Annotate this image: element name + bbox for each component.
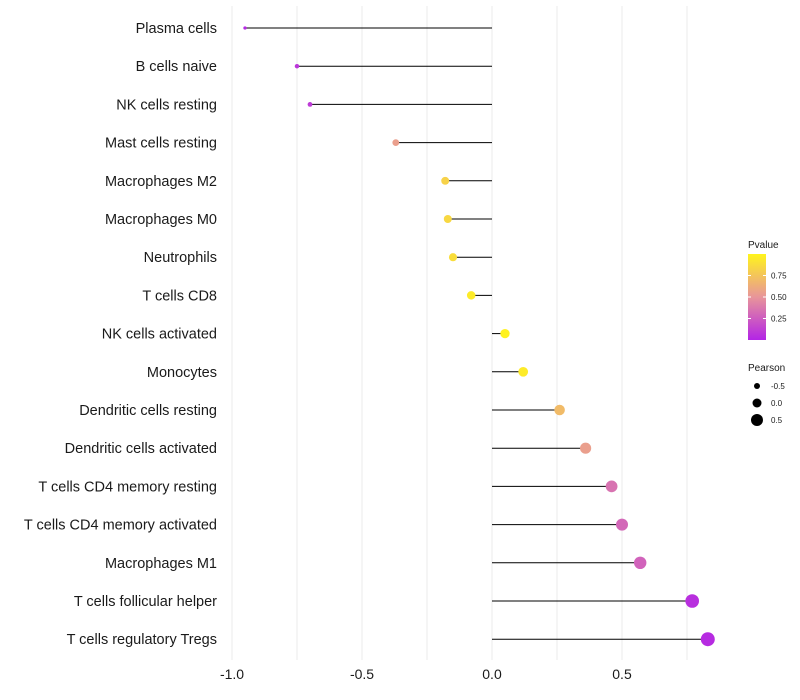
colorbar-label: 0.50 [771,293,787,302]
colorbar-label: 0.25 [771,315,787,324]
data-point [294,63,300,69]
data-point [307,102,313,107]
size-legend-point [752,398,762,408]
y-axis-label: Macrophages M2 [105,174,217,190]
data-point [605,480,618,493]
y-axis-label: Dendritic cells activated [65,441,217,457]
size-legend-label: 0.0 [771,399,783,408]
data-point [500,328,510,339]
pvalue-colorbar [748,254,766,340]
pearson-legend-title: Pearson [748,363,785,374]
y-axis-label: T cells follicular helper [74,594,217,610]
data-point [616,518,628,531]
size-legend-label: 0.5 [771,416,783,425]
size-legend-label: -0.5 [771,382,785,391]
data-point [580,442,592,454]
y-axis-label: Plasma cells [136,21,217,37]
y-axis-label: NK cells resting [116,97,217,113]
data-point [443,215,452,223]
x-axis-ticks: -1.0 -0.5 0.0 0.5 [220,666,632,682]
points [243,26,715,647]
stems [245,27,708,640]
data-point [700,632,715,647]
y-axis-label: Dendritic cells resting [79,403,217,419]
y-axis-label: NK cells activated [102,327,217,343]
data-point [518,366,529,377]
data-point [633,556,647,570]
y-axis-label: Neutrophils [144,250,217,266]
y-axis-label: Mast cells resting [105,136,217,152]
colorbar-label: 0.75 [771,272,787,281]
pearson-legend: Pearson -0.5 0.0 0.5 [748,363,785,426]
x-tick-label: 0.0 [482,666,502,682]
x-tick-label: -0.5 [350,666,374,682]
data-point [243,26,247,30]
data-point [466,291,476,300]
size-legend-point [754,383,760,389]
data-point [448,253,458,262]
data-point [554,404,565,416]
data-point [392,139,400,146]
grid-lines [231,6,688,660]
y-axis-label: B cells naive [136,59,217,75]
size-legend-point [751,414,763,426]
y-axis-label: T cells CD8 [142,288,217,304]
y-axis-labels: Plasma cells B cells naive NK cells restin… [24,21,217,648]
pvalue-legend-title: Pvalue [748,240,779,251]
y-axis-label: Macrophages M0 [105,212,217,228]
x-tick-label: 0.5 [612,666,632,682]
x-tick-label: -1.0 [220,666,244,682]
y-axis-label: Monocytes [147,365,217,381]
pvalue-legend: Pvalue 0.75 0.50 0.25 [748,240,787,340]
y-axis-label: T cells CD4 memory resting [38,479,217,495]
data-point [441,176,450,185]
data-point [685,594,700,608]
y-axis-label: Macrophages M1 [105,556,217,572]
y-axis-label: T cells CD4 memory activated [24,518,217,534]
y-axis-label: T cells regulatory Tregs [67,632,217,648]
